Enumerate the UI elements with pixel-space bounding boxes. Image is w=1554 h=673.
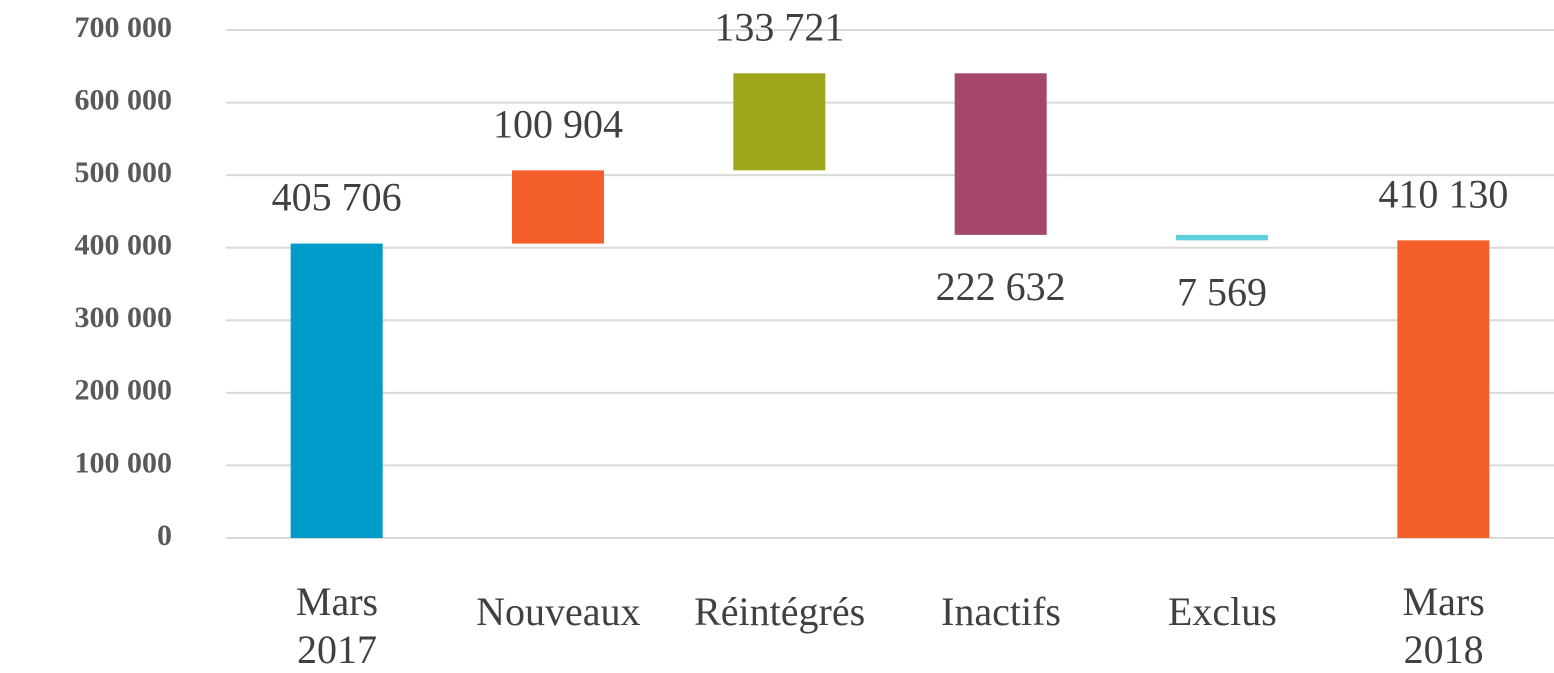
x-tick-label: Réintégrés: [694, 589, 866, 634]
y-tick-label: 300 000: [75, 301, 173, 334]
x-tick-label: Mars 2018: [1402, 579, 1485, 672]
bar: [733, 73, 826, 171]
x-tick-label: Nouveaux: [476, 589, 641, 634]
value-label: 133 721: [714, 4, 844, 49]
y-tick-label: 0: [157, 519, 172, 552]
bar: [954, 73, 1047, 235]
value-label: 405 706: [272, 175, 402, 220]
x-tick-label: Inactifs: [941, 589, 1061, 634]
x-tick-label: Exclus: [1167, 589, 1277, 634]
bar: [290, 243, 383, 538]
value-label: 222 632: [936, 264, 1066, 309]
value-label: 7 569: [1177, 270, 1267, 315]
y-tick-label: 100 000: [75, 446, 173, 479]
y-tick-label: 200 000: [75, 374, 173, 407]
value-label: 410 130: [1378, 172, 1508, 217]
value-label: 100 904: [493, 102, 623, 147]
y-tick-label: 400 000: [75, 229, 173, 262]
bar: [1176, 234, 1268, 241]
y-tick-label: 600 000: [75, 83, 173, 116]
bar: [512, 170, 604, 244]
bar: [1397, 240, 1490, 538]
x-tick-label: Mars 2017: [295, 579, 379, 672]
y-tick-label: 500 000: [75, 156, 173, 189]
y-tick-label: 700 000: [75, 11, 173, 44]
